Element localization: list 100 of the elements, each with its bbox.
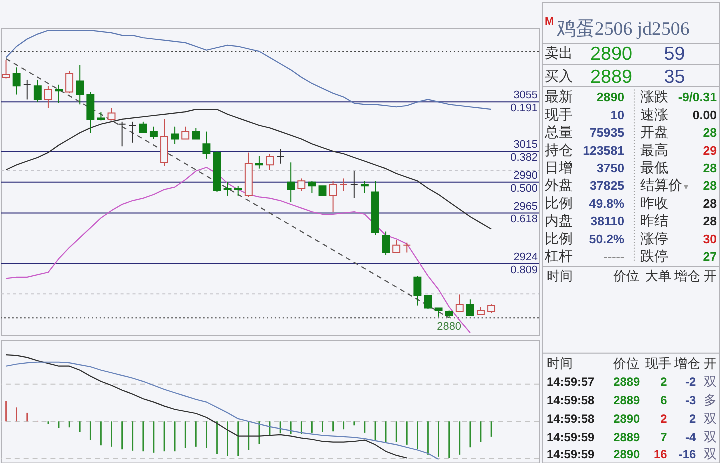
- text: 总量: [544, 124, 573, 140]
- text: 14:59:58: [546, 394, 596, 408]
- text: 日增: [544, 160, 573, 176]
- candlestick: [287, 162, 296, 203]
- candlestick: [403, 242, 412, 254]
- candlestick: [255, 156, 264, 170]
- text: 双: [704, 446, 718, 462]
- text: 28: [703, 126, 718, 140]
- text: 28: [703, 214, 718, 229]
- text: ▾: [684, 182, 690, 192]
- candlestick: [276, 148, 285, 164]
- candlestick: [318, 186, 327, 196]
- ref-line-label: 2990 0.500: [510, 170, 538, 195]
- text: 现手: [645, 356, 672, 372]
- text: 37825: [590, 179, 625, 194]
- text: 2: [660, 375, 668, 390]
- ref-line-label: 2965 0.618: [510, 200, 538, 226]
- text: 外盘: [544, 177, 573, 194]
- candlestick: [66, 70, 74, 94]
- text: 59: [664, 44, 686, 65]
- text: 增仓: [673, 268, 700, 284]
- candlestick: [266, 154, 274, 171]
- text: 大单: [645, 268, 672, 284]
- text: 123581: [583, 144, 625, 158]
- text: 鸡蛋2506 jd2506: [556, 19, 690, 40]
- text: 最高: [640, 142, 668, 158]
- text: 38110: [590, 214, 625, 229]
- text: 10: [610, 108, 625, 122]
- text: -3: [686, 394, 696, 408]
- text: 持仓: [544, 142, 573, 158]
- text: 2890: [596, 90, 625, 105]
- candlestick: [118, 121, 126, 148]
- candlestick: [424, 295, 432, 310]
- text: 现手: [544, 106, 573, 122]
- candlestick: [139, 121, 148, 134]
- text: 3750: [596, 162, 625, 176]
- text: 双: [704, 429, 718, 444]
- text: 增仓: [673, 356, 700, 372]
- annotation: 2880: [437, 321, 462, 334]
- text: 35: [664, 66, 686, 88]
- text: -----: [604, 250, 625, 264]
- text: 2890: [614, 412, 640, 426]
- candlestick: [171, 126, 180, 145]
- text: 最低: [640, 160, 668, 176]
- text: 杠杆: [544, 248, 573, 264]
- text: 2889: [614, 375, 640, 390]
- text: 时间: [546, 356, 573, 372]
- text: 价位: [612, 356, 640, 372]
- text: 0.00: [692, 108, 718, 122]
- text: 涨跌: [640, 88, 668, 105]
- text: 价位: [612, 268, 640, 284]
- text: 2889: [614, 394, 640, 408]
- text: 双: [704, 410, 718, 426]
- text: 2: [689, 412, 696, 426]
- text: 49.8%: [589, 196, 625, 211]
- text: 28: [703, 196, 718, 211]
- candlestick: [128, 121, 137, 144]
- text: 买入: [544, 68, 573, 84]
- candlestick: [182, 126, 190, 140]
- text: 2889: [614, 430, 640, 444]
- text: 涨停: [640, 230, 668, 246]
- text: 29: [703, 144, 718, 158]
- text: 卖出: [544, 44, 573, 61]
- candlestick: [202, 131, 211, 160]
- text: 昨收: [640, 194, 668, 211]
- text: 14:59:59: [546, 448, 596, 462]
- candlestick: [456, 294, 464, 312]
- text: 多: [704, 392, 718, 408]
- candlestick: [150, 126, 158, 140]
- text: 速涨: [640, 106, 668, 122]
- text: 75935: [590, 126, 625, 140]
- text: 比例: [544, 194, 573, 211]
- text: 2890: [614, 448, 640, 462]
- ref-line-label: 3055 0.191: [510, 90, 538, 115]
- candlestick: [308, 180, 316, 194]
- candlestick: [192, 128, 200, 140]
- text: 7: [660, 430, 668, 444]
- candlestick: [392, 240, 401, 254]
- text: 6: [660, 394, 668, 408]
- text: -9/0.31: [678, 90, 718, 105]
- text: 比例: [544, 230, 573, 246]
- text: 27: [703, 250, 718, 264]
- text: 双: [704, 374, 718, 390]
- text: 时间: [546, 268, 573, 284]
- text: 昨结: [640, 212, 668, 229]
- candlestick: [44, 86, 52, 109]
- text: 28: [703, 162, 718, 176]
- text: 开: [704, 268, 718, 284]
- text: 14:59:58: [546, 412, 596, 426]
- text: M: [544, 16, 554, 28]
- candlestick: [55, 84, 63, 104]
- candlestick: [234, 186, 242, 196]
- candlestick: [466, 299, 474, 316]
- text: 最新: [544, 88, 573, 105]
- text: -16: [678, 448, 696, 462]
- text: 2890: [590, 44, 632, 65]
- candlestick: [224, 182, 232, 196]
- candlestick: [360, 180, 369, 194]
- candlestick: [34, 79, 42, 103]
- text: -2: [686, 375, 696, 390]
